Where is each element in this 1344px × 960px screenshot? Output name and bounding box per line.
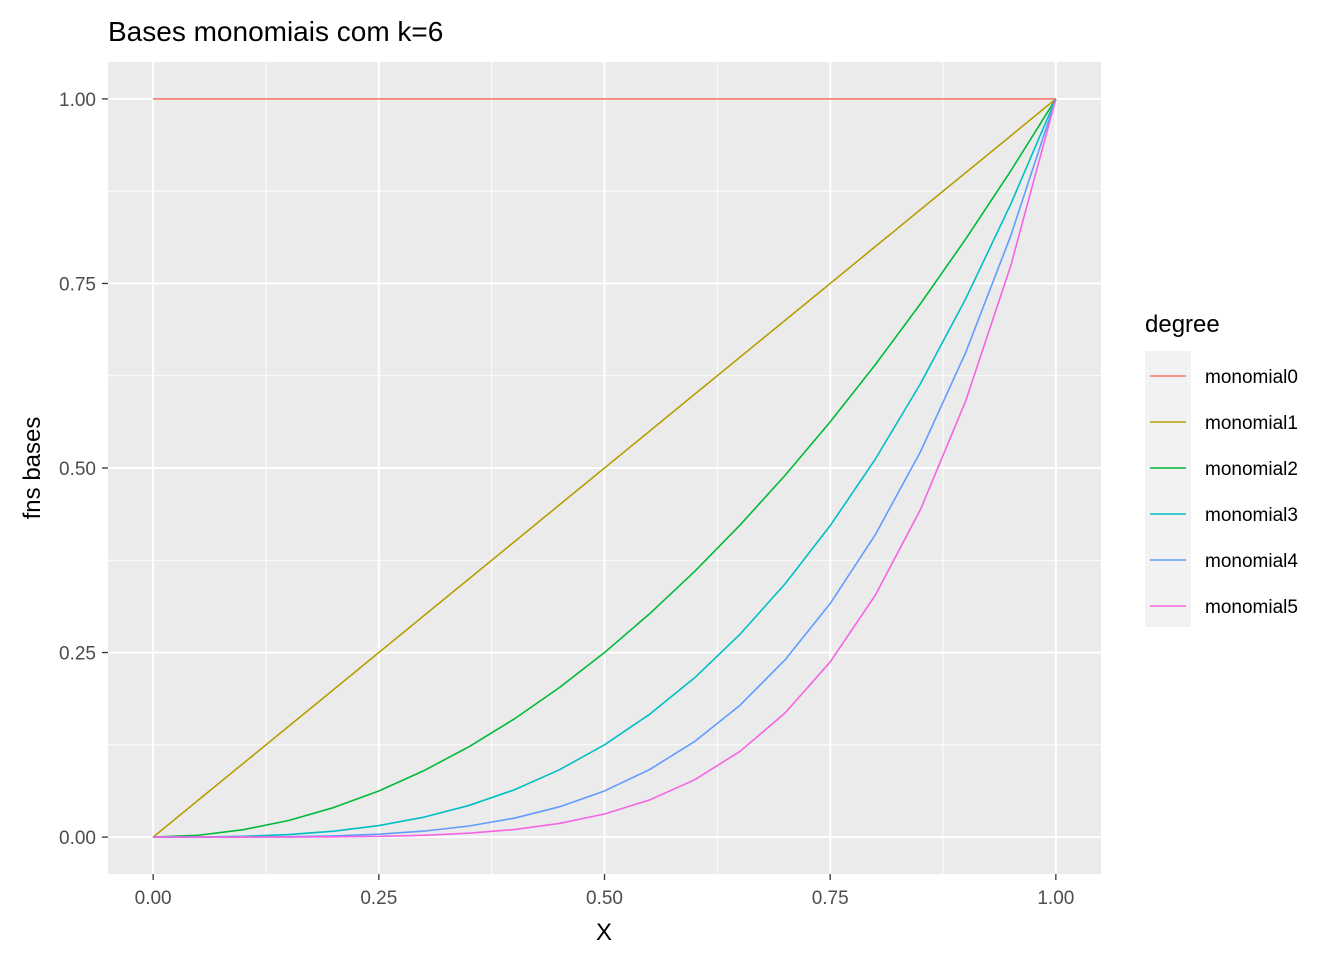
legend-keys-background <box>1145 351 1191 627</box>
y-axis-title: fns bases <box>19 417 46 520</box>
series-line-monomial2 <box>153 98 1057 838</box>
series-line-monomial5 <box>153 98 1057 838</box>
legend-label-monomial5: monomial5 <box>1205 597 1298 618</box>
y-axis: 0.00 0.25 0.50 0.75 1.00 <box>59 90 108 849</box>
x-tick-label: 1.00 <box>1037 888 1074 909</box>
x-axis-title: X <box>596 919 612 946</box>
legend-label-monomial4: monomial4 <box>1205 551 1298 572</box>
x-tick-label: 0.00 <box>135 888 172 909</box>
chart-title: Bases monomiais com k=6 <box>108 16 443 47</box>
y-tick-label: 0.00 <box>59 828 96 849</box>
series-line-monomial1 <box>152 98 1057 838</box>
y-tick-label: 0.50 <box>59 459 96 480</box>
x-tick-label: 0.50 <box>586 888 623 909</box>
x-tick-label: 0.25 <box>360 888 397 909</box>
series-lines <box>152 98 1057 838</box>
legend-items: monomial0 monomial1 monomial2 monomial3 mono… <box>1150 367 1298 618</box>
legend-label-monomial0: monomial0 <box>1205 367 1298 388</box>
y-tick-label: 0.75 <box>59 274 96 295</box>
legend-title: degree <box>1145 311 1220 338</box>
x-tick-label: 0.75 <box>812 888 849 909</box>
y-tick-label: 1.00 <box>59 90 96 111</box>
series-line-monomial3 <box>153 98 1057 838</box>
legend-label-monomial3: monomial3 <box>1205 505 1298 526</box>
legend-label-monomial1: monomial1 <box>1205 413 1298 434</box>
x-axis: 0.00 0.25 0.50 0.75 1.00 <box>135 874 1074 909</box>
legend: degree monomial0monomial1monomial2monomi… <box>1145 311 1298 627</box>
y-tick-label: 0.25 <box>59 644 96 665</box>
legend-label-monomial2: monomial2 <box>1205 459 1298 480</box>
